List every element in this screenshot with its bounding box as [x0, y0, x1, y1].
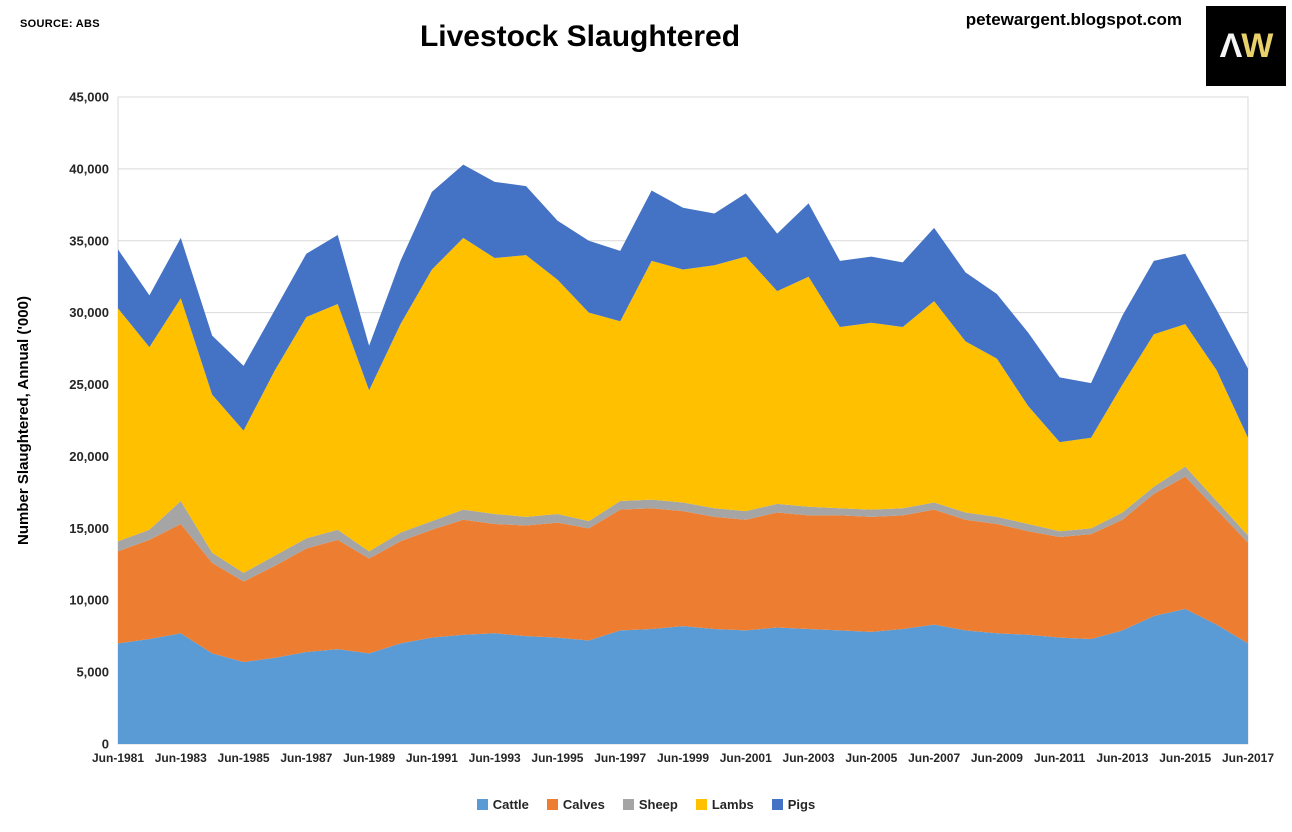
x-tick-label: Jun-1985	[218, 751, 270, 765]
watermark-text: petewargent.blogspot.com	[965, 10, 1182, 29]
x-tick-label: Jun-1993	[469, 751, 521, 765]
y-tick-label: 35,000	[69, 233, 109, 248]
y-tick-label: 25,000	[69, 377, 109, 392]
legend-label: Lambs	[711, 797, 754, 812]
x-tick-label: Jun-1983	[155, 751, 207, 765]
y-tick-label: 45,000	[69, 90, 109, 105]
x-tick-label: Jun-2013	[1096, 751, 1148, 765]
legend-item-sheep: Sheep	[622, 797, 678, 812]
legend-item-lambs: Lambs	[695, 797, 754, 812]
y-tick-label: 0	[102, 737, 109, 752]
x-tick-label: Jun-2017	[1222, 751, 1274, 765]
legend-swatch-lambs	[695, 799, 707, 810]
legend-swatch-cattle	[476, 799, 488, 810]
legend-label: Sheep	[638, 797, 678, 812]
chart-legend: Cattle Calves Sheep Lambs Pigs	[0, 797, 1292, 812]
y-tick-label: 10,000	[69, 593, 109, 608]
x-axis-labels: Jun-1981 Jun-1983 Jun-1985 Jun-1987 Jun-1989…	[92, 751, 1274, 765]
legend-item-cattle: Cattle	[476, 797, 529, 812]
legend-item-pigs: Pigs	[771, 797, 816, 812]
x-tick-label: Jun-2005	[845, 751, 897, 765]
source-label: SOURCE: ABS	[20, 18, 100, 30]
logo-letter-w: W	[1241, 26, 1273, 65]
y-axis-labels: 0 5,000 10,000 15,000 20,000 25,000 30,000 35,0…	[69, 90, 109, 752]
legend-label: Calves	[562, 797, 605, 812]
x-tick-label: Jun-2011	[1034, 751, 1086, 765]
series-areas	[118, 164, 1248, 744]
y-axis-title: Number Slaughtered, Annual ('000)	[15, 296, 32, 545]
y-tick-label: 5,000	[76, 665, 109, 680]
x-tick-label: Jun-1991	[406, 751, 458, 765]
x-tick-label: Jun-1999	[657, 751, 709, 765]
area-lambs	[118, 237, 1248, 573]
legend-swatch-calves	[546, 799, 558, 810]
area-calves	[118, 476, 1248, 663]
area-cattle	[118, 608, 1248, 744]
brand-logo: Λ W	[1206, 6, 1286, 86]
x-tick-label: Jun-2009	[971, 751, 1023, 765]
y-tick-label: 15,000	[69, 521, 109, 536]
x-tick-label: Jun-2001	[720, 751, 772, 765]
stacked-area-chart: 0 5,000 10,000 15,000 20,000 25,000 30,000 35,0…	[15, 90, 1274, 766]
x-tick-label: Jun-2003	[783, 751, 835, 765]
x-tick-label: Jun-1995	[531, 751, 583, 765]
x-tick-label: Jun-1987	[280, 751, 332, 765]
legend-label: Cattle	[492, 797, 529, 812]
legend-swatch-sheep	[622, 799, 634, 810]
x-tick-label: Jun-1981	[92, 751, 144, 765]
y-tick-label: 20,000	[69, 449, 109, 464]
area-pigs	[118, 164, 1248, 443]
logo-letter-lambda: Λ	[1219, 26, 1243, 65]
x-tick-label: Jun-2015	[1159, 751, 1211, 765]
x-tick-label: Jun-1997	[594, 751, 646, 765]
legend-item-calves: Calves	[546, 797, 605, 812]
page-title: Livestock Slaughtered	[419, 20, 741, 53]
legend-label: Pigs	[787, 797, 816, 812]
y-tick-label: 40,000	[69, 161, 109, 176]
x-tick-label: Jun-1989	[343, 751, 395, 765]
legend-swatch-pigs	[771, 799, 783, 810]
x-tick-label: Jun-2007	[908, 751, 960, 765]
y-tick-label: 30,000	[69, 305, 109, 320]
area-sheep	[118, 466, 1248, 582]
